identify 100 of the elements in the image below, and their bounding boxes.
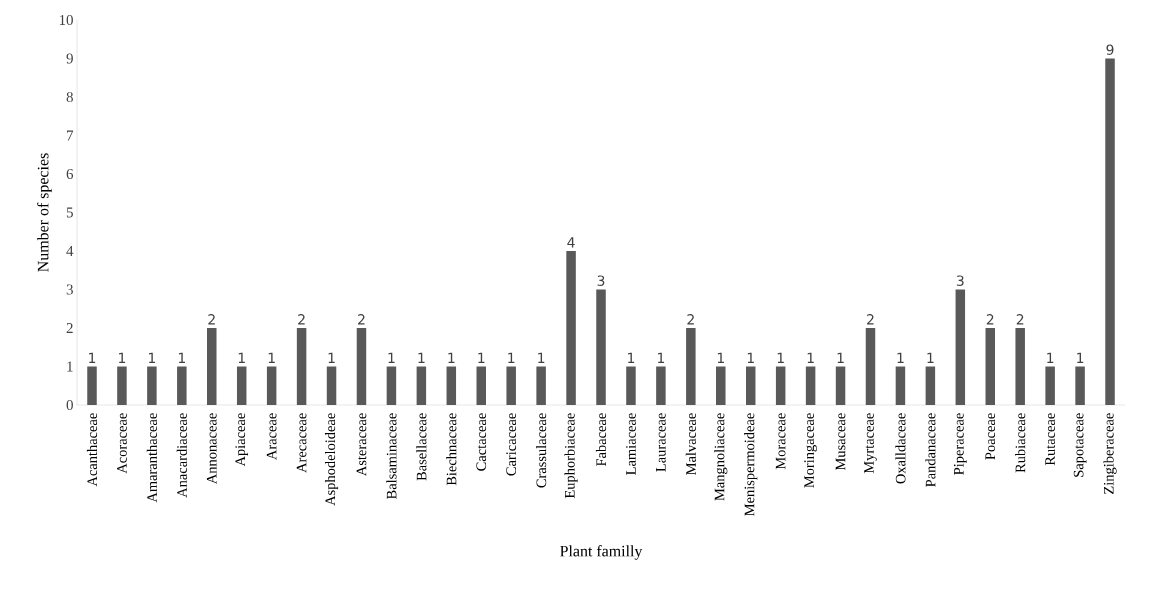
data-label: 1 xyxy=(1047,352,1054,363)
data-label: 1 xyxy=(89,352,96,363)
data-label: 1 xyxy=(837,352,844,363)
bar xyxy=(835,366,846,405)
bar xyxy=(865,328,876,405)
x-tick-label: Asphodeloideae xyxy=(324,413,339,506)
x-tick-label: Menispermoideae xyxy=(744,413,758,516)
x-tick-label: Araceae xyxy=(266,413,277,460)
bar xyxy=(356,328,367,405)
x-tick-label: Anacardiaceae xyxy=(176,413,187,498)
bar xyxy=(117,366,127,405)
bar xyxy=(566,251,576,405)
bar xyxy=(775,366,786,405)
x-tick-label: Asteraceae xyxy=(356,413,367,476)
y-tick-label: 6 xyxy=(66,168,74,180)
x-tick-label: Amaranthaceae xyxy=(146,413,157,503)
data-label: 1 xyxy=(268,352,275,363)
y-axis-title: Number of species xyxy=(37,153,52,272)
bar xyxy=(1045,366,1055,405)
bar xyxy=(506,366,516,405)
x-tick-label: Piperaceae xyxy=(954,413,967,475)
data-label: 1 xyxy=(1077,352,1084,363)
data-label: 2 xyxy=(867,314,874,325)
bar xyxy=(266,366,277,405)
x-tick-label: Poaceae xyxy=(985,413,996,460)
y-tick-label: 7 xyxy=(67,130,74,141)
x-tick-label: Rubiaceae xyxy=(1015,413,1026,473)
x-tick-label: Basellaceae xyxy=(416,413,427,481)
data-label: 1 xyxy=(897,352,904,363)
y-tick-label: 4 xyxy=(66,246,74,256)
bar xyxy=(87,366,97,405)
y-tick-label: 8 xyxy=(66,91,73,103)
x-tick-label: Biechnaceae xyxy=(446,413,457,486)
x-tick-label: Cactaceae xyxy=(476,413,487,471)
data-label: 2 xyxy=(1016,314,1024,325)
bar xyxy=(1015,328,1025,405)
x-tick-label: Lauraceae xyxy=(656,413,666,472)
bar xyxy=(416,366,427,405)
x-tick-label: Crassulaceae xyxy=(536,413,547,488)
bar xyxy=(147,366,157,405)
data-label: 1 xyxy=(508,352,515,363)
data-label: 2 xyxy=(986,314,994,325)
data-label: 1 xyxy=(418,352,425,363)
x-tick-label: Annonaceae xyxy=(206,413,217,485)
bar xyxy=(925,366,936,405)
bar xyxy=(985,328,995,405)
bar xyxy=(716,366,726,405)
data-label: 1 xyxy=(148,352,156,363)
x-tick-label: Euphorbiaceae xyxy=(564,413,578,499)
x-tick-label: Mangnoliaceae xyxy=(714,413,728,501)
y-tick-label: 2 xyxy=(66,323,73,333)
y-tick-label: 0 xyxy=(66,399,73,411)
data-label: 3 xyxy=(956,275,964,286)
x-tick-label: Musaceae xyxy=(835,413,846,471)
bar xyxy=(656,366,666,405)
x-tick-label: Moraceae xyxy=(775,413,786,470)
data-label: 1 xyxy=(538,352,545,363)
x-tick-label: Acoraceae xyxy=(117,413,127,474)
bar xyxy=(386,366,397,405)
data-label: 2 xyxy=(298,314,305,325)
data-label: 1 xyxy=(628,352,635,363)
x-tick-label: Acanthaceae xyxy=(86,413,98,487)
x-tick-label: Pandanaceae xyxy=(925,413,936,487)
bar xyxy=(686,328,696,405)
data-label: 1 xyxy=(238,352,245,363)
x-tick-label: Balsaminaceae xyxy=(386,413,397,499)
bar xyxy=(805,366,816,405)
data-label: 1 xyxy=(388,352,395,363)
x-tick-label: Oxalldaceae xyxy=(895,413,906,484)
y-tick-label: 10 xyxy=(59,14,73,26)
bar xyxy=(236,366,247,405)
bar xyxy=(326,366,337,405)
y-tick-label: 1 xyxy=(67,361,73,372)
data-label: 1 xyxy=(657,352,665,363)
x-axis-title: Plant familly xyxy=(560,545,643,560)
data-label: 1 xyxy=(478,352,485,363)
data-label: 1 xyxy=(119,352,126,363)
bar xyxy=(745,366,756,405)
bar xyxy=(955,289,966,405)
bar xyxy=(1105,58,1115,405)
x-tick-label: Arecaceae xyxy=(296,413,307,473)
data-label: 1 xyxy=(328,352,335,363)
bar xyxy=(626,366,636,405)
x-tick-label: Zingiberaceae xyxy=(1103,413,1117,494)
bar xyxy=(296,328,307,405)
data-label: 2 xyxy=(208,314,215,325)
data-label: 3 xyxy=(597,275,605,286)
data-label: 2 xyxy=(687,314,694,325)
data-label: 9 xyxy=(1106,44,1114,55)
data-label: 1 xyxy=(747,352,754,363)
x-tick-label: Caricaceae xyxy=(506,413,517,476)
x-tick-label: Moringaceae xyxy=(804,413,817,488)
y-tick-label: 5 xyxy=(66,207,73,218)
bar xyxy=(476,366,486,405)
data-label: 1 xyxy=(807,352,814,363)
x-tick-label: Apiaceae xyxy=(235,413,249,467)
data-label: 4 xyxy=(567,237,575,248)
bar xyxy=(207,328,217,405)
bar xyxy=(446,366,457,405)
x-tick-label: Sapotaceae xyxy=(1073,413,1087,477)
